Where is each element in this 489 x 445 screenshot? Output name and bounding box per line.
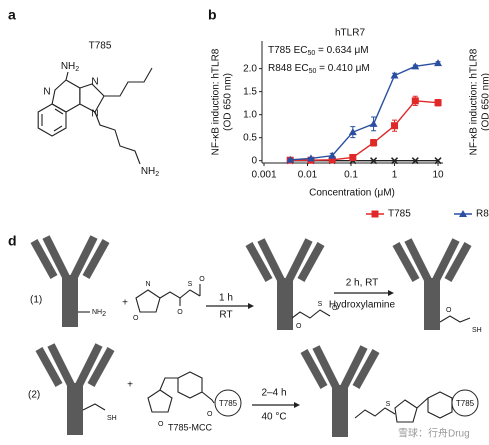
group-label: S — [188, 281, 193, 288]
reagent-structure — [135, 284, 201, 313]
antibody — [396, 240, 468, 330]
marker — [328, 156, 336, 164]
marker — [348, 128, 357, 136]
payload: T785 — [219, 399, 238, 408]
antibody — [304, 347, 376, 437]
marker — [306, 154, 315, 162]
reaction-condition: RT — [219, 310, 232, 321]
marker — [411, 97, 419, 105]
group-label: SH — [107, 415, 117, 422]
group-label: O — [446, 307, 452, 314]
panel-letter: b — [208, 7, 217, 23]
marker — [328, 151, 337, 159]
y-tick-label: 2.0 — [243, 63, 257, 74]
x-tick-label: 0.001 — [251, 170, 276, 181]
compound-name: T785 — [89, 41, 112, 52]
y-axis-label: (OD 650 nm) — [223, 73, 234, 131]
annotation: R848 EC50 = 0.410 μM — [268, 63, 370, 75]
row-label: (1) — [30, 295, 42, 306]
reaction-condition: 40 °C — [261, 412, 286, 423]
y-axis-label: (OD 650 nm) — [481, 73, 489, 131]
reaction-time: 2–4 h — [261, 388, 286, 399]
y-tick-label: 1.0 — [243, 109, 257, 120]
series-line — [290, 62, 439, 161]
series-line — [290, 100, 439, 161]
linker — [291, 309, 331, 319]
group-label: O — [177, 309, 183, 316]
arrowhead — [388, 290, 394, 296]
x-tick-label: 1 — [392, 170, 398, 181]
linker — [439, 315, 471, 323]
payload-circle — [214, 389, 242, 417]
plus: + — [127, 380, 133, 391]
marker — [434, 157, 442, 165]
arrowhead — [248, 303, 254, 309]
marker — [370, 157, 378, 165]
reagent-structure — [147, 371, 215, 413]
marker — [390, 71, 399, 79]
annotation: T785 EC50 = 0.634 μM — [268, 45, 369, 57]
atom-label: N — [91, 109, 98, 120]
legend-label: T785 — [388, 209, 411, 220]
group-label: O — [332, 305, 338, 312]
panel-letter: d — [8, 233, 17, 249]
structure — [37, 67, 153, 165]
plot: 0.001 0.01 0.1 1 10 0 0.5 1.0 1.5 2.0 T785 R8 — [243, 59, 489, 220]
marker — [349, 153, 357, 161]
y-axis-label: NF-κB induction: hTLR8 — [469, 48, 480, 155]
plus: + — [122, 298, 128, 309]
marker — [286, 155, 295, 163]
payload-circle — [451, 389, 479, 417]
marker — [371, 210, 379, 218]
atom-label: N — [43, 87, 50, 98]
y-tick-label: 0.5 — [243, 132, 257, 143]
group-label: O — [199, 276, 205, 283]
group-label: NH2 — [92, 309, 106, 318]
marker — [391, 122, 399, 130]
marker — [369, 119, 378, 127]
group-label: SH — [472, 327, 482, 334]
x-tick-label: 10 — [432, 170, 444, 181]
marker — [459, 210, 467, 217]
atom-label: NH2 — [141, 166, 159, 178]
marker — [434, 59, 443, 67]
x-tick-label: 0.01 — [298, 170, 318, 181]
row-label: (2) — [28, 390, 40, 401]
reagent-name: T785-MCC — [168, 422, 213, 432]
y-tick-label: 0 — [251, 155, 257, 166]
panel-letter: a — [8, 7, 16, 23]
group-label: S — [318, 301, 323, 308]
group-label: O — [133, 315, 139, 322]
atom-label: NH2 — [61, 61, 79, 73]
product-structure — [354, 391, 453, 423]
watermark: 雪球：行舟Drug — [398, 427, 470, 440]
reagent: Hydroxylamine — [329, 300, 396, 311]
marker — [370, 139, 378, 147]
y-axis-label: NF-κB induction: hTLR8 — [211, 48, 222, 155]
group-label: O — [207, 411, 213, 418]
marker — [434, 99, 442, 107]
antibody — [249, 240, 321, 330]
y-tick-label: 1.5 — [243, 86, 257, 97]
antibody — [39, 345, 111, 435]
chart-title: hTLR7 — [335, 28, 365, 39]
legend-label: R8 — [476, 209, 489, 220]
group-label: N — [145, 281, 150, 288]
payload: T785 — [456, 399, 475, 408]
group-label: S — [386, 401, 391, 408]
atom-label: N — [91, 77, 98, 88]
group-label: O — [296, 323, 302, 330]
reaction-time: 2 h, RT — [346, 278, 379, 289]
x-tick-label: 0.1 — [344, 170, 358, 181]
x-axis-label: Concentration (μM) — [309, 188, 395, 199]
arrowhead — [294, 402, 300, 408]
marker — [411, 157, 419, 165]
linker — [82, 403, 106, 411]
group-label: O — [158, 421, 164, 428]
marker — [391, 157, 399, 165]
marker — [411, 62, 420, 70]
reaction-time: 1 h — [219, 293, 233, 304]
